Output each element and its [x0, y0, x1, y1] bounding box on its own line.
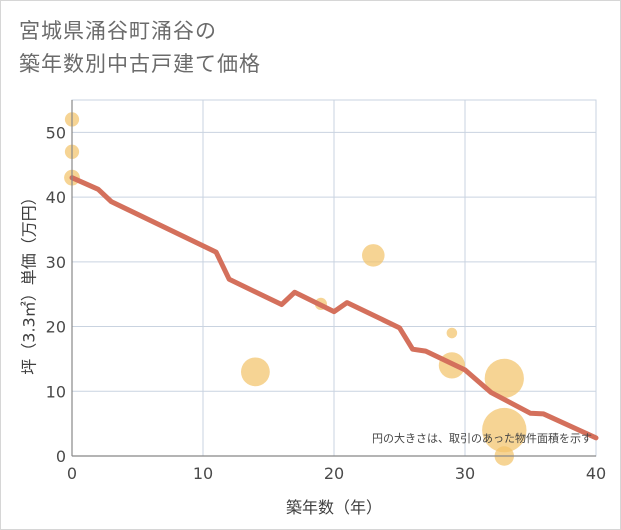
y-tick-label: 30 — [46, 253, 66, 272]
chart-title-line-1: 宮城県涌谷町涌谷の — [19, 19, 217, 43]
x-axis-label: 築年数（年） — [286, 498, 382, 517]
y-axis-label: 坪（3.3㎡）単価（万円） — [20, 189, 39, 374]
grid-lines — [71, 99, 597, 457]
trend-line — [69, 175, 599, 441]
y-tick-label: 40 — [46, 188, 66, 207]
x-tick-label: 10 — [193, 464, 213, 483]
axes — [71, 100, 596, 457]
bubble-series — [64, 112, 527, 466]
bubble-point — [484, 358, 524, 398]
size-note: 円の大きさは、取引のあった物件面積を示す — [372, 431, 592, 445]
y-tick-label: 50 — [46, 123, 66, 142]
x-tick-label: 40 — [586, 464, 606, 483]
chart-title-line-2: 築年数別中古戸建て価格 — [19, 52, 261, 76]
x-tick-label: 0 — [67, 464, 77, 483]
bubble-point — [446, 327, 458, 339]
trend-line-group — [69, 175, 599, 441]
y-tick-label: 10 — [46, 382, 66, 401]
bubble-point — [241, 357, 270, 387]
tick-labels: 0 10 20 30 40 0 10 20 30 40 50 — [46, 123, 607, 483]
x-tick-label: 20 — [324, 464, 344, 483]
y-tick-label: 20 — [46, 318, 66, 337]
y-tick-label: 0 — [56, 447, 66, 466]
x-tick-label: 30 — [455, 464, 475, 483]
bubble-point — [482, 407, 527, 453]
bubble-point — [362, 244, 385, 267]
chart-title: 宮城県涌谷町涌谷の 築年数別中古戸建て価格 — [19, 15, 261, 81]
